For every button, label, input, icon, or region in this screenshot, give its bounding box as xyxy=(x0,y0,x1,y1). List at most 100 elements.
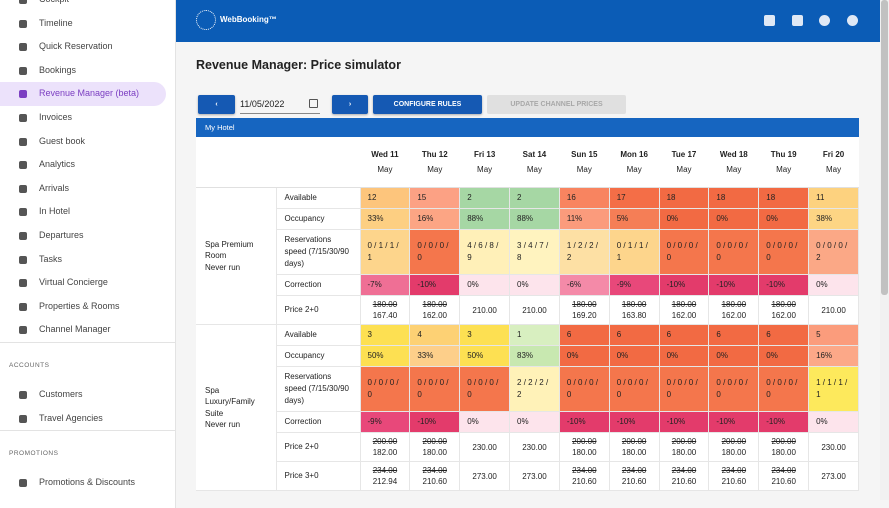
nav-icon xyxy=(19,279,27,288)
value-cell: 50% xyxy=(359,345,411,367)
new-price: 210.00 xyxy=(821,305,846,315)
value-cell: -10% xyxy=(708,411,760,433)
metric-row: Price 2+0 180.00 167.40 180.00 162.00 210.00 2… xyxy=(196,295,859,325)
value-cell: 4 xyxy=(409,324,461,346)
value-cell: 0% xyxy=(558,345,610,367)
price-cell: 234.00 210.60 xyxy=(758,461,810,491)
day-month: May xyxy=(526,165,543,174)
nav-item[interactable]: Timeline xyxy=(0,12,166,36)
nav-item[interactable]: Channel Manager xyxy=(0,318,166,342)
new-price: 162.00 xyxy=(771,311,796,320)
value-cell: -9% xyxy=(359,411,411,433)
value-cell: 17 xyxy=(608,187,660,209)
button-label: UPDATE CHANNEL PRICES xyxy=(510,101,603,108)
nav-item[interactable]: Guest book xyxy=(0,130,166,154)
value-cell: -10% xyxy=(608,411,660,433)
nav-item[interactable]: Analytics xyxy=(0,153,166,177)
new-price: 210.00 xyxy=(472,305,497,315)
room-status: Never run xyxy=(205,420,241,429)
date-text: 11/05/2022 xyxy=(240,99,285,109)
value-cell: 18 xyxy=(658,187,710,209)
nav-item[interactable]: Virtual Concierge xyxy=(0,271,166,295)
nav-item[interactable]: Cockpit xyxy=(0,0,166,12)
price-cell: 234.00 212.94 xyxy=(359,461,411,491)
nav-item[interactable]: Travel Agencies xyxy=(0,407,166,431)
new-price: 180.00 xyxy=(422,448,447,457)
metric-row: Price 3+0 234.00 212.94 234.00 210.60 273.00 2… xyxy=(196,461,859,491)
value-cell: 3 / 4 / 7 / 8 xyxy=(509,229,560,275)
row-label: Price 2+0 xyxy=(275,295,361,325)
date-input[interactable]: 11/05/2022 xyxy=(240,95,320,114)
price-cell: 210.00 xyxy=(459,295,511,325)
brand[interactable]: WebBooking™ xyxy=(196,10,277,30)
price-cell: 234.00 210.60 xyxy=(608,461,660,491)
new-price: 230.00 xyxy=(472,442,497,452)
old-price: 200.00 xyxy=(771,437,796,446)
nav-item[interactable]: Arrivals xyxy=(0,177,166,201)
row-label: Occupancy xyxy=(275,208,361,230)
nav-label: Guest book xyxy=(39,135,86,146)
nav-icon xyxy=(19,208,27,217)
nav-icon xyxy=(19,326,27,335)
old-price: 180.00 xyxy=(671,300,697,309)
nav-item[interactable]: Customers xyxy=(0,383,166,407)
value-cell: 0% xyxy=(459,411,511,433)
new-price: 180.00 xyxy=(721,448,747,457)
day-month: May xyxy=(825,165,842,174)
nav-icon xyxy=(19,255,27,264)
new-price: 162.00 xyxy=(422,311,447,320)
old-price: 180.00 xyxy=(372,300,398,309)
value-cell: 3 xyxy=(359,324,411,346)
nav-item[interactable]: Tasks xyxy=(0,248,166,272)
price-cell: 273.00 xyxy=(808,461,859,491)
configure-button[interactable]: CONFIGURE RULES xyxy=(373,95,482,114)
section-title: PROMOTIONS xyxy=(9,450,59,458)
divider xyxy=(0,430,175,432)
day-date: Sun 15 xyxy=(571,150,598,159)
next-button[interactable]: › xyxy=(332,95,368,114)
feedback-icon[interactable] xyxy=(792,15,803,26)
nav-label: Invoices xyxy=(39,111,73,122)
nav-label: Timeline xyxy=(39,17,73,28)
price-table: Wed 11 May Thu 12 May Fri 13 May Sat 14 May Sun … xyxy=(196,137,859,491)
section-title: ACCOUNTS xyxy=(9,361,50,369)
apps-icon[interactable] xyxy=(764,15,775,26)
metric-row: Correction -9% -10% 0% 0% -10% -10% -10% -10% -10… xyxy=(196,411,859,433)
help-icon[interactable] xyxy=(819,15,830,26)
nav-item[interactable]: Quick Reservation xyxy=(0,35,166,59)
value-cell: 6 xyxy=(608,324,660,346)
value-cell: 16% xyxy=(409,208,461,230)
old-price: 200.00 xyxy=(372,437,398,446)
new-price: 210.00 xyxy=(522,305,547,315)
old-price: 180.00 xyxy=(721,300,747,309)
nav-item[interactable]: Invoices xyxy=(0,106,166,130)
scroll-thumb[interactable] xyxy=(881,0,888,295)
value-cell: 0 / 0 / 0 / 0 xyxy=(359,366,411,412)
value-cell: 6 xyxy=(658,324,710,346)
value-cell: 0 / 0 / 0 / 0 xyxy=(558,366,610,412)
nav-label: Departures xyxy=(39,229,84,240)
price-cell: 180.00 167.40 xyxy=(359,295,411,325)
nav-item[interactable]: In Hotel xyxy=(0,200,166,224)
nav-item[interactable]: Departures xyxy=(0,224,166,248)
new-price: 180.00 xyxy=(572,448,597,457)
nav-item[interactable]: Bookings xyxy=(0,59,166,83)
price-cell: 234.00 210.60 xyxy=(409,461,461,491)
nav-item[interactable]: Properties & Rooms xyxy=(0,295,166,319)
header-row: Wed 11 May Thu 12 May Fri 13 May Sat 14 May Sun … xyxy=(196,137,859,188)
corner xyxy=(196,137,276,188)
day-header: Wed 18 May xyxy=(708,137,759,188)
calendar-icon[interactable] xyxy=(309,99,318,108)
nav-item[interactable]: Revenue Manager (beta) xyxy=(0,82,166,106)
nav-label: In Hotel xyxy=(39,206,71,217)
day-date: Thu 19 xyxy=(770,150,797,159)
prev-button[interactable]: ‹ xyxy=(198,95,235,114)
new-price: 230.00 xyxy=(522,442,547,452)
nav-label: Analytics xyxy=(39,159,76,170)
settings-icon[interactable] xyxy=(847,15,858,26)
nav-item[interactable]: Promotions & Discounts xyxy=(0,471,166,495)
price-cell: 234.00 210.60 xyxy=(658,461,710,491)
nav-label: Cockpit xyxy=(39,0,69,4)
scrollbar[interactable] xyxy=(880,0,889,500)
